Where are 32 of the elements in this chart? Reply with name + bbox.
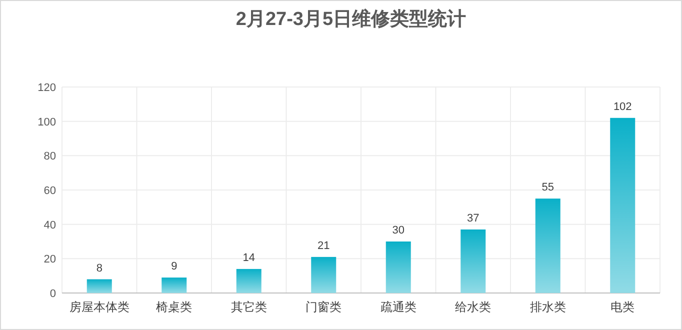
bar	[236, 268, 262, 293]
data-label: 30	[392, 224, 404, 236]
data-label: 14	[242, 252, 255, 264]
bar	[162, 278, 187, 293]
bar	[460, 229, 486, 293]
bar	[86, 279, 112, 293]
data-label: 102	[613, 100, 632, 113]
y-tick-label: 60	[44, 185, 56, 197]
data-label: 9	[171, 260, 178, 273]
data-label: 55	[542, 182, 554, 194]
y-tick-label: 0	[50, 288, 56, 300]
x-tick-label: 门窗类	[306, 300, 342, 314]
y-tick-label: 120	[38, 82, 56, 94]
data-label: 8	[96, 262, 102, 274]
x-tick-label: 房屋本体类	[69, 300, 130, 314]
x-tick-label: 其它类	[230, 300, 267, 314]
data-label: 37	[467, 212, 480, 224]
data-label: 21	[318, 240, 330, 252]
x-tick-label: 给水类	[455, 300, 492, 314]
x-tick-label: 排水类	[530, 300, 566, 314]
x-tick-label: 椅桌类	[156, 300, 192, 314]
bar	[386, 242, 411, 293]
bar	[610, 118, 636, 293]
y-tick-label: 20	[44, 254, 56, 266]
x-tick-label: 电类	[610, 300, 635, 314]
bar	[535, 198, 560, 293]
y-tick-label: 40	[44, 219, 56, 232]
y-tick-label: 100	[38, 116, 56, 128]
x-tick-label: 疏通类	[380, 300, 416, 314]
chart-title: 2月27-3月5日维修类型统计	[236, 8, 466, 30]
bar	[311, 256, 336, 293]
y-tick-label: 80	[44, 150, 56, 163]
